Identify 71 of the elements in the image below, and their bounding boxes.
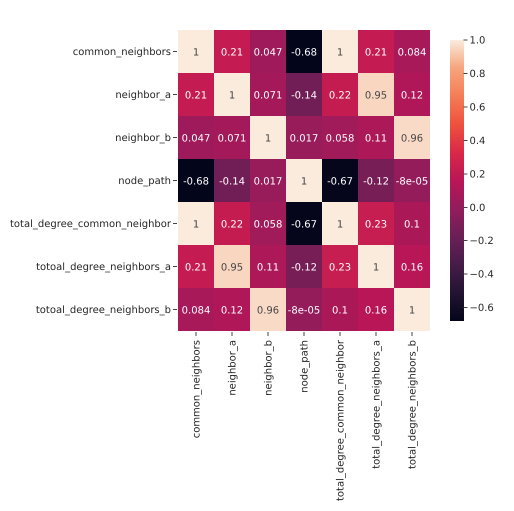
color-bar-label: 0.0 <box>470 202 486 214</box>
data-label: -0.68 <box>183 176 209 188</box>
data-label: 1 <box>408 306 416 316</box>
data-label: 1 <box>192 48 200 58</box>
data-label: 0.95 <box>220 262 244 274</box>
color-bar-label: −0.6 <box>470 303 494 314</box>
y-tick-label: common_neighbors <box>72 47 171 58</box>
data-label: 0.16 <box>400 262 424 274</box>
data-label: -0.67 <box>327 176 353 188</box>
data-label: 0.96 <box>256 306 280 316</box>
color-bar-label: −0.2 <box>470 236 494 248</box>
data-label: 0.95 <box>364 90 388 102</box>
data-label: 0.21 <box>364 48 388 58</box>
y-tick-label: node_path <box>118 176 171 187</box>
data-label: 0.1 <box>404 220 420 230</box>
y-tick-label: total_degree_common_neighbor <box>10 219 172 230</box>
data-label: 0.084 <box>398 48 426 58</box>
data-label: 1 <box>336 220 344 230</box>
color-bar-label: 1.0 <box>470 36 486 46</box>
data-label: 0.23 <box>328 262 352 274</box>
data-label: 0.23 <box>364 220 388 230</box>
data-label: 1 <box>228 90 236 102</box>
data-label: 0.11 <box>364 134 388 144</box>
data-label: 1 <box>336 48 344 58</box>
data-label: 0.084 <box>182 306 210 316</box>
data-label: 0.12 <box>220 306 244 316</box>
data-label: 1 <box>192 220 200 230</box>
data-label: 1 <box>300 176 308 188</box>
x-tick-label: total_degree_common_neighbor <box>335 339 346 501</box>
y-tick-label: neighbor_b <box>115 133 171 144</box>
x-tick-label: total_degree_neighbors_b <box>407 340 418 469</box>
data-label: 0.11 <box>256 262 280 274</box>
data-label: -0.14 <box>291 90 317 102</box>
y-tick-label: neighbor_a <box>115 90 171 101</box>
color-bar-label: 0.4 <box>470 136 486 147</box>
data-label: -0.12 <box>363 176 389 188</box>
data-label: 0.22 <box>328 90 352 102</box>
data-label: 0.058 <box>254 220 282 230</box>
data-label: -0.14 <box>219 176 245 188</box>
data-label: 0.017 <box>290 134 318 144</box>
x-tick-label: neighbor_a <box>227 340 238 396</box>
data-label: 0.21 <box>220 48 244 58</box>
data-label: 0.21 <box>184 262 208 274</box>
data-label: -0.67 <box>291 220 317 230</box>
data-label: 0.071 <box>218 134 246 144</box>
data-label: 0.071 <box>254 90 282 102</box>
data-label: 0.12 <box>400 90 424 102</box>
y-tick-label: totoal_degree_neighbors_a <box>36 262 171 273</box>
data-label: 0.1 <box>332 306 348 316</box>
data-label: 1 <box>372 262 380 274</box>
data-label: -8e-05 <box>288 306 320 316</box>
data-label: 0.047 <box>182 134 210 144</box>
color-bar-label: −0.4 <box>470 270 494 281</box>
data-label: 1 <box>264 134 272 144</box>
data-label: 0.017 <box>254 176 282 188</box>
data-label: 0.96 <box>400 134 424 144</box>
x-tick-label: neighbor_b <box>263 340 274 396</box>
data-label: 0.058 <box>326 134 354 144</box>
data-label: 0.047 <box>254 48 282 58</box>
y-tick-label: totoal_degree_neighbors_b <box>36 305 171 316</box>
color-bar-label: 0.6 <box>470 102 486 114</box>
x-tick-label: node_path <box>299 340 310 393</box>
data-label: -0.68 <box>291 48 317 58</box>
data-label: 0.22 <box>220 220 244 230</box>
data-label: -8e-05 <box>396 176 428 188</box>
data-label: -0.12 <box>291 262 317 274</box>
data-label: 0.16 <box>364 306 388 316</box>
data-label: 0.21 <box>184 90 208 102</box>
x-tick-label: total_degree_neighbors_a <box>371 340 382 469</box>
color-bar-label: 0.2 <box>470 169 486 180</box>
color-bar-label: 0.8 <box>470 68 486 80</box>
